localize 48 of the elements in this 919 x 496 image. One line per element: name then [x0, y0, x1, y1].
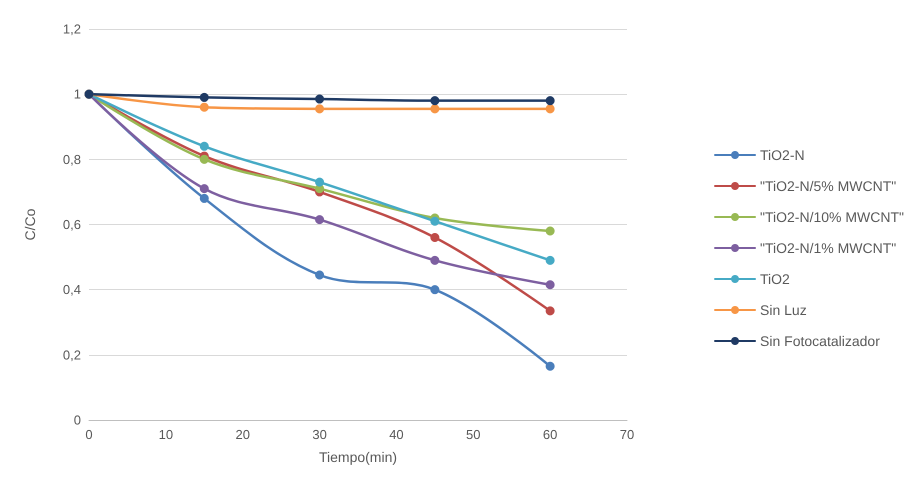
point — [546, 104, 555, 114]
legend-label: TiO2 — [760, 271, 790, 287]
x-tick-label: 60 — [542, 427, 558, 442]
y-tick-label: 1,2 — [62, 22, 81, 36]
point — [430, 233, 440, 242]
y-axis-title: C/Co — [22, 208, 38, 240]
point — [200, 102, 209, 112]
point — [430, 104, 440, 114]
x-tick-label: 10 — [158, 427, 174, 442]
point — [200, 92, 209, 102]
point — [546, 280, 555, 290]
x-tick-label: 40 — [389, 427, 404, 442]
legend-label: "TiO2-N/10% MWCNT" — [760, 209, 904, 225]
point — [315, 104, 324, 114]
point — [200, 154, 209, 164]
point — [315, 178, 324, 187]
x-tick-label: 30 — [312, 427, 327, 442]
point — [200, 142, 209, 151]
point — [546, 256, 555, 265]
y-tick-label: 0,6 — [62, 217, 81, 232]
point — [315, 215, 324, 224]
y-tick-label: 0,4 — [62, 282, 81, 298]
legend-label: Sin Luz — [760, 302, 807, 318]
legend-label: "TiO2-N/1% MWCNT" — [760, 240, 896, 256]
point — [200, 184, 209, 194]
legend-label: Sin Fotocatalizador — [760, 333, 880, 349]
x-tick-label: 50 — [466, 427, 481, 442]
point — [430, 256, 440, 265]
x-axis-title: Tiempo(min) — [318, 449, 398, 465]
point — [546, 362, 555, 371]
point — [315, 270, 324, 280]
point — [430, 216, 440, 226]
x-tick-label: 20 — [235, 427, 250, 442]
point — [200, 194, 209, 203]
point — [546, 96, 555, 106]
legend-label: TiO2-N — [760, 147, 805, 163]
point — [546, 226, 555, 236]
point — [546, 306, 555, 316]
y-tick-label: 0,8 — [62, 152, 81, 167]
y-tick-label: 0,2 — [62, 347, 81, 362]
x-tick-label: 0 — [85, 427, 93, 442]
point — [430, 285, 440, 294]
x-tick-label: 70 — [620, 427, 634, 442]
point — [430, 96, 440, 106]
y-tick-label: 1 — [74, 86, 81, 102]
y-tick-label: 0 — [74, 412, 81, 428]
point — [315, 94, 324, 104]
legend-label: "TiO2-N/5% MWCNT" — [760, 178, 896, 194]
